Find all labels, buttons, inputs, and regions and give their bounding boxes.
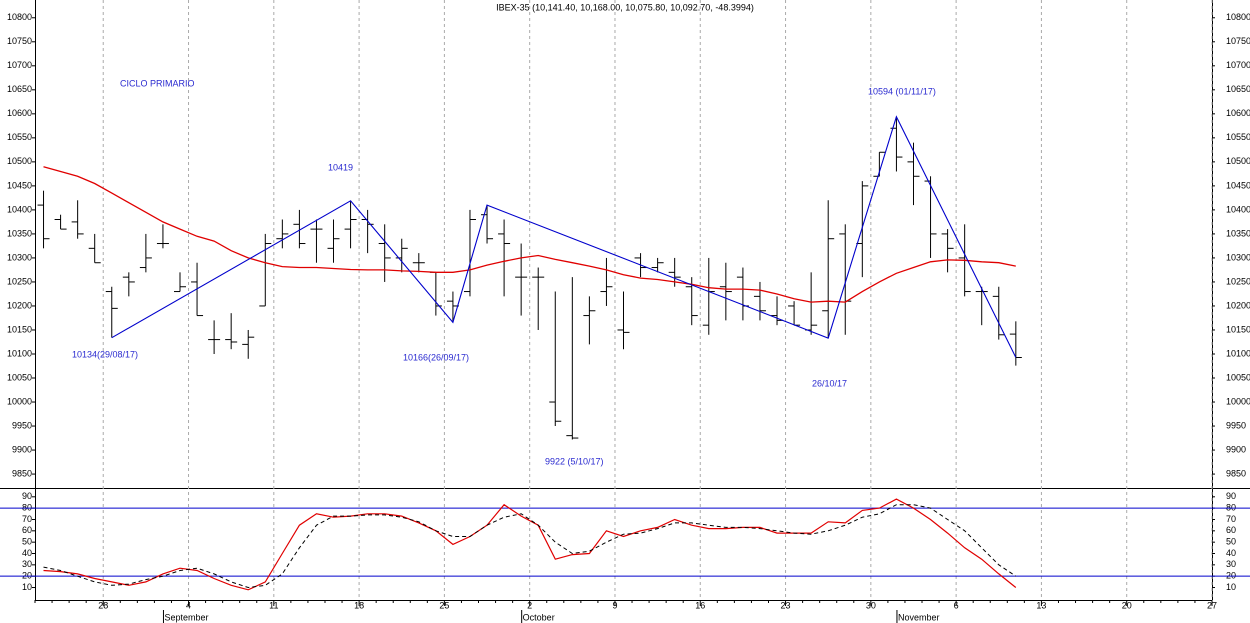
x-tick-label: 28 xyxy=(98,600,108,610)
chart-title: IBEX-35 (10,141.40, 10,168.00, 10,075.80… xyxy=(496,2,754,12)
x-tick-label: 27 xyxy=(1207,600,1217,610)
y-tick-label: 30 xyxy=(22,559,32,569)
y-tick-label: 10500 xyxy=(7,156,32,166)
moving-average xyxy=(43,166,1016,303)
y-tick-label: 10550 xyxy=(7,132,32,142)
y2-tick-label: 90 xyxy=(1226,491,1236,501)
y-tick-label: 9950 xyxy=(12,420,32,430)
y2-tick-label: 10 xyxy=(1226,582,1236,592)
y2-tick-label: 20 xyxy=(1226,571,1236,581)
x-tick-label: 4 xyxy=(186,600,191,610)
y-tick-label: 40 xyxy=(22,548,32,558)
annotation: 9922 (5/10/17) xyxy=(545,456,604,466)
y-tick-label: 10100 xyxy=(7,348,32,358)
y-tick-label: 10800 xyxy=(7,12,32,22)
y-tick-label: 10250 xyxy=(7,276,32,286)
y2-tick-label: 10700 xyxy=(1226,60,1250,70)
y2-tick-label: 10150 xyxy=(1226,324,1250,334)
y2-tick-label: 50 xyxy=(1226,537,1236,547)
y-tick-label: 10000 xyxy=(7,396,32,406)
frame xyxy=(0,0,1250,601)
y-tick-label: 10700 xyxy=(7,60,32,70)
annotation: 26/10/17 xyxy=(812,378,847,388)
y2-tick-label: 30 xyxy=(1226,559,1236,569)
x-tick-label: 30 xyxy=(866,600,876,610)
y2-tick-label: 10000 xyxy=(1226,396,1250,406)
y2-tick-label: 10100 xyxy=(1226,348,1250,358)
y-tick-label: 50 xyxy=(22,537,32,547)
zigzag-line xyxy=(111,115,1017,358)
y-tick-label: 60 xyxy=(22,525,32,535)
annotation: 10419 xyxy=(328,162,353,172)
x-tick-label: 2 xyxy=(527,600,532,610)
y-tick-label: 10150 xyxy=(7,324,32,334)
x-tick-label: 16 xyxy=(695,600,705,610)
y-tick-label: 9850 xyxy=(12,468,32,478)
y2-tick-label: 10050 xyxy=(1226,372,1250,382)
month-label: October xyxy=(523,612,555,622)
x-tick-label: 6 xyxy=(954,600,959,610)
y2-tick-label: 9850 xyxy=(1226,468,1246,478)
y-tick-label: 10600 xyxy=(7,108,32,118)
x-tick-label: 25 xyxy=(439,600,449,610)
y2-tick-label: 10750 xyxy=(1226,36,1250,46)
x-tick-label: 9 xyxy=(612,600,617,610)
y2-tick-label: 10200 xyxy=(1226,300,1250,310)
y2-tick-label: 10250 xyxy=(1226,276,1250,286)
y2-tick-label: 10500 xyxy=(1226,156,1250,166)
y-tick-label: 10750 xyxy=(7,36,32,46)
y2-tick-label: 10350 xyxy=(1226,228,1250,238)
y2-tick-label: 10300 xyxy=(1226,252,1250,262)
annotation: 10166(26/09/17) xyxy=(403,352,469,362)
x-tick-label: 11 xyxy=(269,600,278,610)
oscillator-line xyxy=(43,498,1017,591)
y2-tick-label: 9950 xyxy=(1226,420,1246,430)
y-tick-label: 10650 xyxy=(7,84,32,94)
month-label: November xyxy=(898,612,940,622)
y-tick-label: 9900 xyxy=(12,444,32,454)
annotation: 10594 (01/11/17) xyxy=(868,86,936,96)
y2-tick-label: 10650 xyxy=(1226,84,1250,94)
y-tick-label: 80 xyxy=(22,503,32,513)
x-tick-label: 13 xyxy=(1036,600,1046,610)
annotation: CICLO PRIMARIO xyxy=(120,78,195,88)
y2-tick-label: 10600 xyxy=(1226,108,1250,118)
y2-tick-label: 60 xyxy=(1226,525,1236,535)
y2-tick-label: 10400 xyxy=(1226,204,1250,214)
y-tick-label: 10 xyxy=(22,582,32,592)
y-tick-label: 20 xyxy=(22,571,32,581)
x-tick-label: 23 xyxy=(781,600,791,610)
annotation: 10134(29/08/17) xyxy=(72,349,138,359)
y2-tick-label: 10800 xyxy=(1226,12,1250,22)
x-tick-label: 18 xyxy=(354,600,364,610)
y2-tick-label: 70 xyxy=(1226,514,1236,524)
y2-tick-label: 10550 xyxy=(1226,132,1250,142)
y2-tick-label: 9900 xyxy=(1226,444,1246,454)
y-tick-label: 10200 xyxy=(7,300,32,310)
x-tick-label: 20 xyxy=(1122,600,1132,610)
y-tick-label: 10450 xyxy=(7,180,32,190)
y2-tick-label: 40 xyxy=(1226,548,1236,558)
y2-tick-label: 10450 xyxy=(1226,180,1250,190)
y-tick-label: 10050 xyxy=(7,372,32,382)
y-tick-label: 10300 xyxy=(7,252,32,262)
y-tick-label: 90 xyxy=(22,491,32,501)
y-tick-label: 70 xyxy=(22,514,32,524)
y2-tick-label: 80 xyxy=(1226,503,1236,513)
y-tick-label: 10350 xyxy=(7,228,32,238)
y-tick-label: 10400 xyxy=(7,204,32,214)
month-label: September xyxy=(164,612,208,622)
